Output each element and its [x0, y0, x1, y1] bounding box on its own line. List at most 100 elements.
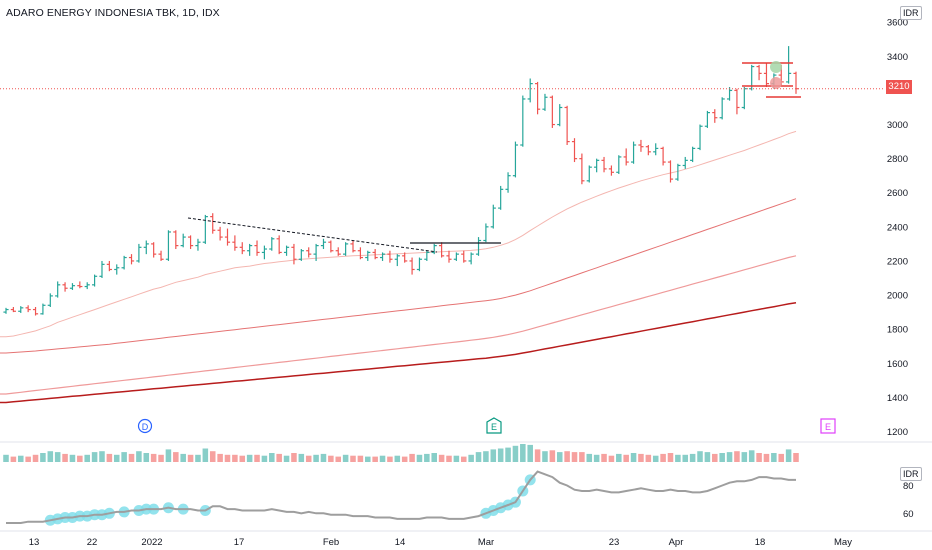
volume-bar — [652, 455, 659, 462]
price-tick-label: 3400 — [887, 52, 908, 63]
price-bar — [158, 250, 164, 261]
volume-bar — [424, 453, 430, 462]
price-bar — [520, 95, 526, 147]
volume-bar — [468, 454, 474, 462]
volume-bar — [99, 451, 105, 462]
volume-bar — [505, 447, 511, 462]
volume-bar — [128, 453, 135, 462]
price-bar — [18, 306, 24, 313]
price-bar — [136, 243, 142, 263]
price-bar — [409, 257, 415, 275]
volume-bar — [748, 450, 755, 462]
price-bar — [3, 307, 9, 314]
volume-bar — [586, 453, 593, 462]
volume-bar — [136, 451, 142, 462]
volume-bar — [320, 453, 327, 462]
volume-bar — [512, 445, 519, 462]
price-bar — [202, 214, 208, 244]
price-bar — [121, 255, 127, 270]
price-bar — [741, 87, 747, 110]
price-tick-label: 1400 — [887, 393, 908, 404]
price-tick-label: 3600 — [887, 18, 908, 29]
price-bar — [763, 63, 770, 88]
price-bar — [335, 247, 341, 256]
time-tick-label: 2022 — [141, 537, 162, 548]
price-bar — [719, 97, 725, 120]
price-bar — [616, 155, 622, 174]
price-bar — [306, 247, 312, 258]
price-tick-label: 2400 — [887, 222, 908, 233]
indicator-axis: 60 80 — [903, 481, 914, 520]
volume-bar — [638, 453, 644, 462]
volume-bar — [771, 453, 777, 462]
time-tick-label: Feb — [323, 537, 339, 548]
price-bar — [283, 245, 290, 256]
volume-bar — [571, 452, 578, 462]
volume-bar — [150, 453, 157, 462]
price-bar — [483, 223, 489, 243]
volume-bar — [719, 453, 725, 462]
price-bar — [704, 110, 710, 128]
volume-bar — [741, 452, 748, 462]
event-marker: E — [820, 418, 836, 434]
resistance-trendline[interactable] — [187, 217, 438, 253]
price-bar — [328, 240, 334, 253]
price-bar — [40, 303, 46, 315]
price-bar — [165, 230, 172, 261]
volume-bar — [121, 452, 127, 462]
price-bar — [387, 250, 393, 263]
price-bar — [660, 146, 666, 166]
volume-bar — [438, 454, 445, 462]
time-tick-label: May — [834, 537, 852, 548]
event-marker-shape — [137, 418, 153, 434]
volume-bar — [40, 453, 46, 462]
volume-bar — [704, 452, 711, 462]
price-bar — [630, 141, 637, 164]
volume-bar — [453, 455, 460, 462]
volume-bars — [3, 444, 799, 462]
price-bar — [365, 250, 371, 261]
volume-bar — [394, 455, 401, 462]
price-bar — [128, 254, 135, 265]
price-bar — [55, 281, 61, 298]
time-axis[interactable]: 13 22 2022 17 Feb 14 Mar 23 Apr 18 May — [29, 537, 853, 548]
price-bar — [298, 249, 304, 261]
price-bar — [527, 78, 533, 103]
price-bars — [3, 46, 799, 316]
volume-bar — [3, 454, 9, 462]
price-bar — [47, 293, 53, 307]
price-bar — [653, 143, 659, 156]
price-bar — [291, 243, 297, 265]
volume-bar — [409, 453, 415, 462]
time-tick-label: 17 — [234, 537, 245, 548]
currency-badge[interactable]: IDR — [900, 6, 922, 20]
volume-bar — [232, 454, 238, 462]
volume-bar — [217, 453, 223, 462]
indicator-tick-label: 80 — [903, 481, 914, 492]
price-bar — [461, 250, 467, 263]
price-bar — [579, 153, 585, 185]
volume-bar — [549, 450, 556, 462]
indicator-series — [6, 470, 796, 524]
indicator-currency-badge[interactable]: IDR — [900, 467, 922, 481]
volume-bar — [689, 453, 696, 462]
price-bar — [712, 109, 718, 123]
price-bar — [394, 254, 400, 267]
volume-bar — [446, 455, 452, 462]
volume-bar — [527, 444, 533, 462]
price-bar — [379, 252, 386, 261]
buy-marker — [770, 61, 782, 73]
price-bar — [446, 250, 452, 263]
volume-bar — [616, 453, 622, 462]
price-bar — [32, 306, 39, 316]
price-bar — [690, 146, 696, 163]
time-tick-label: 23 — [609, 537, 620, 548]
volume-bar — [534, 449, 541, 462]
price-bar — [623, 148, 629, 166]
volume-bar — [483, 451, 489, 462]
time-tick-label: 14 — [395, 537, 406, 548]
price-bar — [106, 260, 112, 272]
time-tick-label: 13 — [29, 537, 40, 548]
price-bar — [77, 281, 83, 289]
